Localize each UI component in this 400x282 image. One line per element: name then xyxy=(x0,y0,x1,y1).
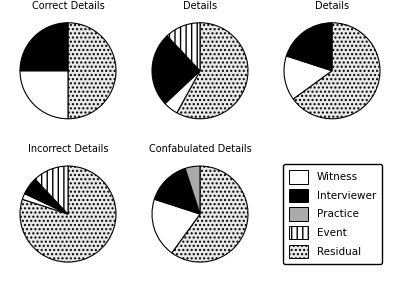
Wedge shape xyxy=(22,194,68,214)
Wedge shape xyxy=(68,23,116,119)
Legend: Witness, Interviewer, Practice, Event, Residual: Witness, Interviewer, Practice, Event, R… xyxy=(283,164,382,264)
Title: Incorrect Details: Incorrect Details xyxy=(28,144,108,154)
Wedge shape xyxy=(293,23,380,119)
Wedge shape xyxy=(154,168,200,214)
Wedge shape xyxy=(20,71,68,119)
Wedge shape xyxy=(165,71,200,113)
Wedge shape xyxy=(24,179,68,214)
Wedge shape xyxy=(167,23,200,71)
Title: Correct Fine Grain
Details: Correct Fine Grain Details xyxy=(156,0,244,11)
Wedge shape xyxy=(185,166,200,214)
Title: Confabulated Details: Confabulated Details xyxy=(149,144,251,154)
Wedge shape xyxy=(35,166,68,214)
Wedge shape xyxy=(20,23,68,71)
Title: Correct Details: Correct Details xyxy=(32,1,104,11)
Wedge shape xyxy=(152,36,200,103)
Wedge shape xyxy=(172,166,248,262)
Wedge shape xyxy=(286,23,332,71)
Wedge shape xyxy=(284,56,332,99)
Wedge shape xyxy=(20,166,116,262)
Wedge shape xyxy=(177,23,248,119)
Title: Correct Coarse Grain
Details: Correct Coarse Grain Details xyxy=(281,0,383,11)
Wedge shape xyxy=(152,199,200,253)
